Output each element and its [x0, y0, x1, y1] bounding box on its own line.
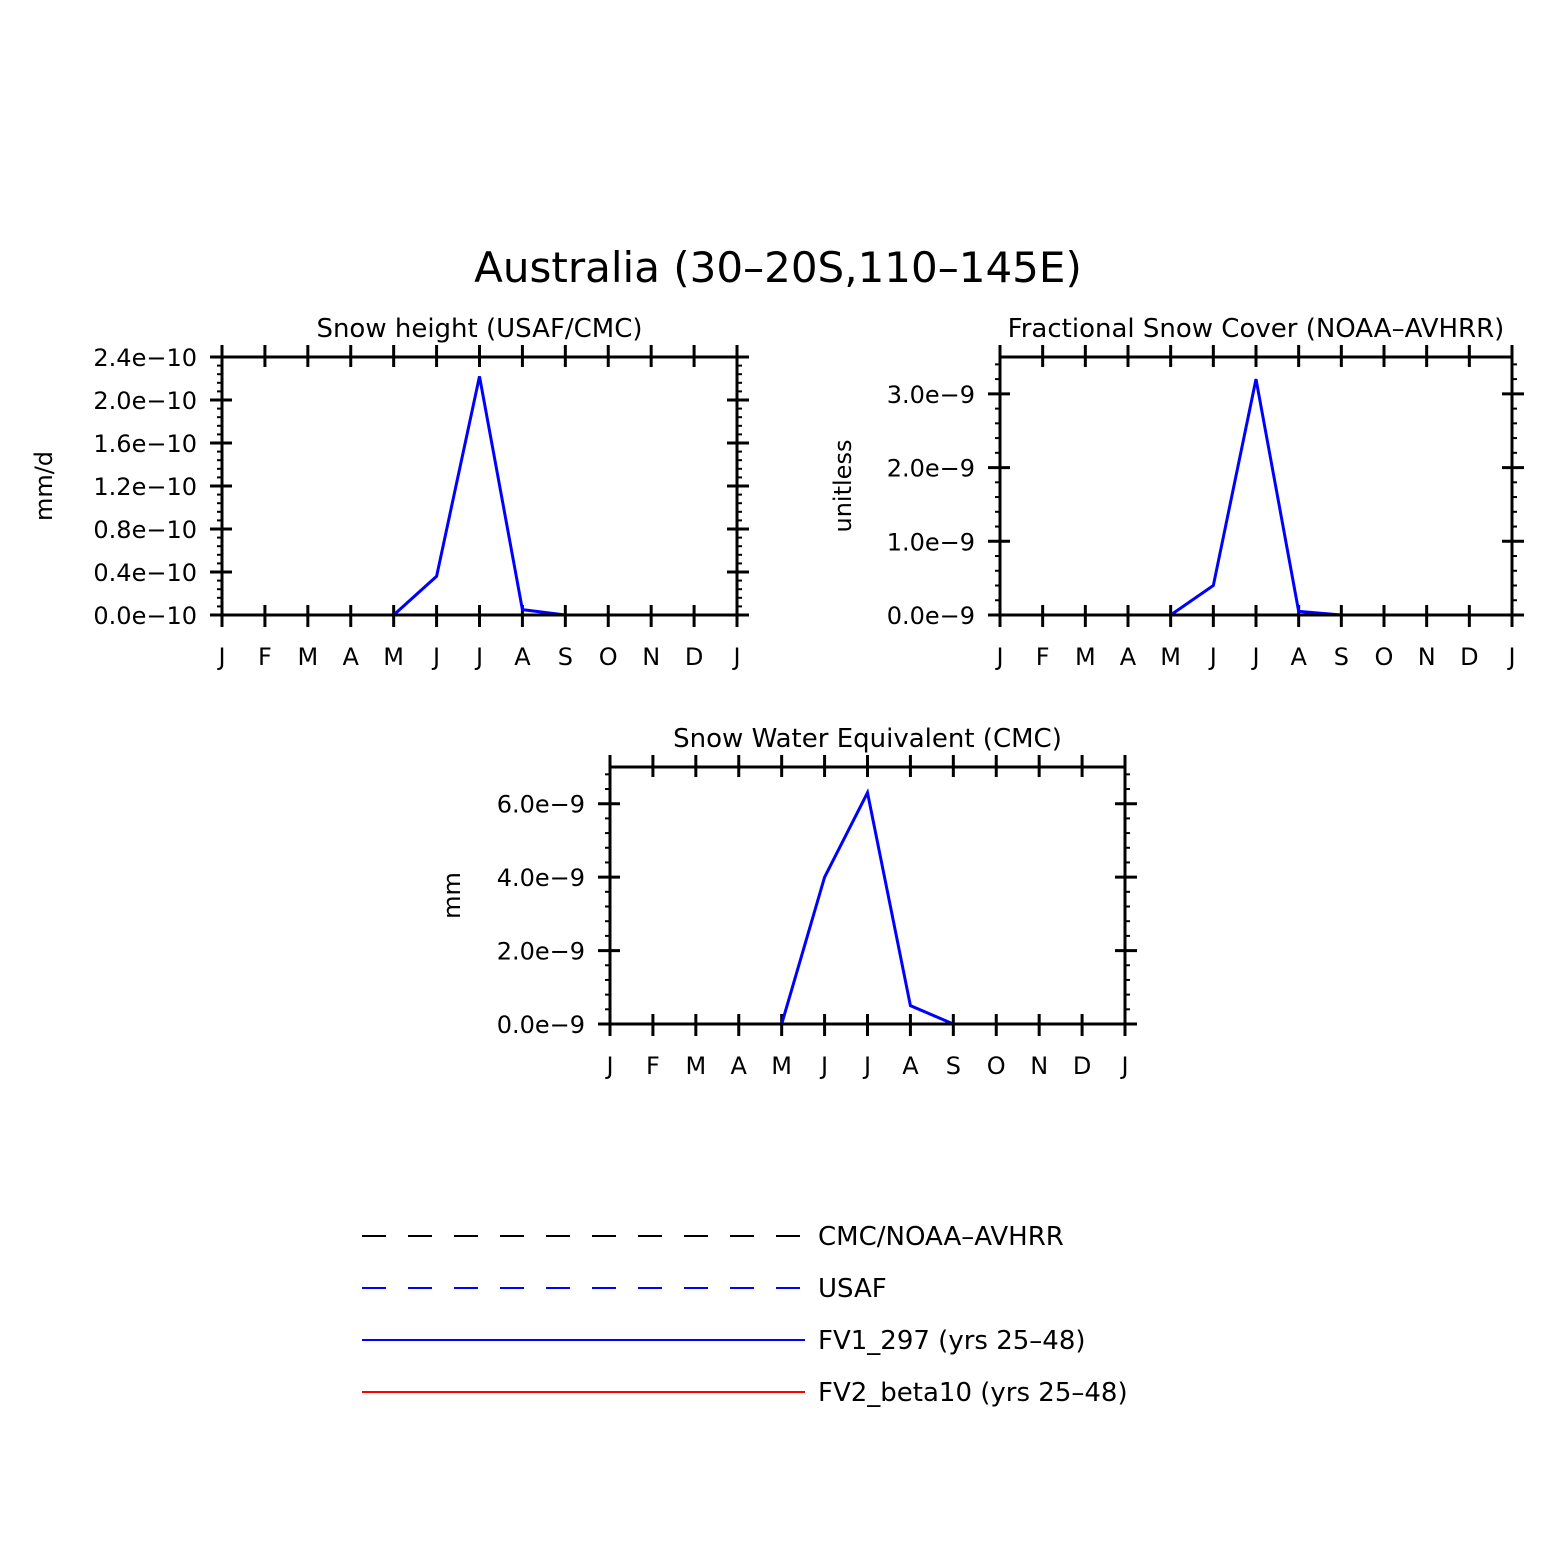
x-tick-label: J — [216, 643, 225, 671]
panel-snow-height: Snow height (USAF/CMC) 0.0e−10 0.4e−10 0.8e… — [30, 314, 749, 671]
x-tick-label: A — [514, 643, 531, 671]
plot-frame — [998, 355, 1514, 617]
y-tick-label: 2.4e−10 — [93, 344, 197, 372]
panel-title: Snow Water Equivalent (CMC) — [673, 724, 1062, 754]
legend: CMC/NOAA–AVHRR USAF FV1_297 (yrs 25–48) FV2… — [362, 1222, 1128, 1408]
x-tick-label: O — [599, 643, 618, 671]
legend-label: FV1_297 (yrs 25–48) — [818, 1326, 1086, 1356]
plot-frame — [220, 355, 739, 617]
x-tick-label: A — [731, 1052, 748, 1080]
x-tick-label: D — [1460, 643, 1478, 671]
y-tick-label: 2.0e−9 — [497, 938, 585, 966]
y-tick-label: 0.0e−9 — [887, 602, 975, 630]
y-tick-label: 2.0e−10 — [93, 387, 197, 415]
x-tick-label: J — [1119, 1052, 1128, 1080]
x-tick-label: M — [771, 1052, 792, 1080]
x-tick-label: A — [902, 1052, 919, 1080]
panel-snow-water-equivalent: Snow Water Equivalent (CMC) 0.0e−9 2.0e−9 4… — [438, 724, 1137, 1080]
plot-frame — [608, 765, 1127, 1026]
y-tick-label: 4.0e−9 — [497, 864, 585, 892]
x-tick-label: A — [343, 643, 360, 671]
panel-title: Snow height (USAF/CMC) — [316, 314, 642, 344]
x-tick-label: M — [383, 643, 404, 671]
x-tick-label: D — [685, 643, 703, 671]
y-tick-label: 0.8e−10 — [93, 516, 197, 544]
x-tick-label: A — [1290, 643, 1307, 671]
x-tick-label: M — [1075, 643, 1096, 671]
series-line — [222, 376, 737, 617]
y-tick-label: 0.0e−10 — [93, 602, 197, 630]
x-tick-label: O — [987, 1052, 1006, 1080]
x-tick-label: J — [994, 643, 1003, 671]
legend-label: FV2_beta10 (yrs 25–48) — [818, 1378, 1128, 1408]
x-tick-label: D — [1073, 1052, 1091, 1080]
x-tick-label: J — [819, 1052, 828, 1080]
series-line — [1000, 378, 1512, 617]
x-tick-label: S — [1334, 643, 1349, 671]
x-tick-label: J — [1506, 643, 1515, 671]
y-tick-label: 0.0e−9 — [497, 1011, 585, 1039]
x-tick-label: N — [1030, 1052, 1048, 1080]
legend-label: CMC/NOAA–AVHRR — [818, 1222, 1064, 1252]
x-tick-label: O — [1375, 643, 1394, 671]
legend-label: USAF — [818, 1274, 887, 1304]
y-tick-label: 3.0e−9 — [887, 381, 975, 409]
y-axis-title: mm — [438, 872, 466, 919]
x-tick-label: M — [685, 1052, 706, 1080]
x-tick-label: N — [1418, 643, 1436, 671]
x-tick-label: N — [642, 643, 660, 671]
x-tick-label: J — [862, 1052, 871, 1080]
x-tick-label: M — [1160, 643, 1181, 671]
x-tick-label: S — [946, 1052, 961, 1080]
y-tick-label: 0.4e−10 — [93, 559, 197, 587]
x-tick-label: S — [558, 643, 573, 671]
panel-title: Fractional Snow Cover (NOAA–AVHRR) — [1008, 314, 1505, 344]
x-tick-label: J — [1250, 643, 1259, 671]
y-axis-title: mm/d — [30, 451, 58, 521]
x-tick-label: F — [1036, 643, 1050, 671]
x-tick-label: J — [474, 643, 483, 671]
y-axis-title: unitless — [829, 440, 857, 533]
y-tick-label: 1.6e−10 — [93, 430, 197, 458]
panel-fractional-snow-cover: Fractional Snow Cover (NOAA–AVHRR) 0.0e−9… — [829, 314, 1524, 671]
y-tick-label: 2.0e−9 — [887, 455, 975, 483]
x-tick-label: J — [431, 643, 440, 671]
x-tick-label: F — [646, 1052, 660, 1080]
series-line — [610, 788, 1125, 1026]
x-tick-label: M — [297, 643, 318, 671]
figure-title: Australia (30–20S,110–145E) — [474, 243, 1082, 292]
x-tick-label: F — [258, 643, 272, 671]
y-tick-label: 1.0e−9 — [887, 528, 975, 556]
y-tick-label: 6.0e−9 — [497, 791, 585, 819]
y-tick-label: 1.2e−10 — [93, 473, 197, 501]
x-tick-label: A — [1120, 643, 1137, 671]
x-tick-label: J — [604, 1052, 613, 1080]
x-tick-label: J — [1208, 643, 1217, 671]
x-tick-label: J — [731, 643, 740, 671]
